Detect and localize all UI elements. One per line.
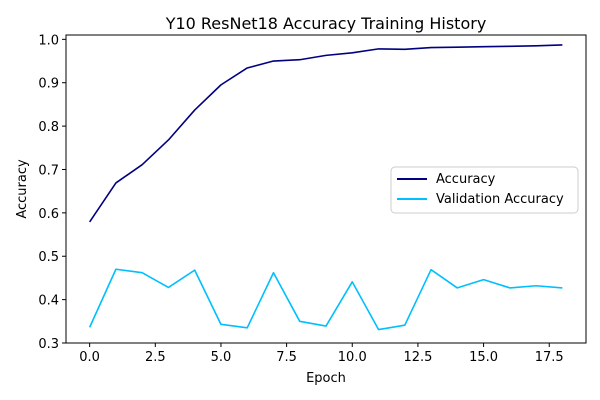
series-line-validation-accuracy [88, 268, 563, 331]
legend-label-accuracy: Accuracy [436, 172, 496, 187]
x-tick-label: 12.5 [403, 350, 432, 365]
legend: Accuracy Validation Accuracy [390, 166, 579, 214]
series-layer [88, 44, 563, 331]
x-tick-label: 15.0 [469, 350, 498, 365]
y-axis-ticks: 0.3 0.4 0.5 0.6 0.7 0.8 0.9 1.0 [38, 33, 66, 352]
plot-frame [65, 34, 587, 344]
x-axis-title: Epoch [306, 371, 346, 386]
y-axis-title: Accuracy [15, 159, 30, 219]
x-tick-label: 7.5 [276, 350, 297, 365]
legend-label-validation-accuracy: Validation Accuracy [436, 192, 564, 207]
y-tick-label: 0.7 [38, 163, 59, 178]
y-tick-label: 0.5 [38, 250, 59, 265]
y-tick-label: 0.8 [38, 120, 59, 135]
x-tick-label: 2.5 [145, 350, 166, 365]
legend-box [390, 166, 579, 214]
series-line-accuracy [88, 44, 563, 223]
x-tick-label: 10.0 [338, 350, 367, 365]
y-tick-label: 0.6 [38, 207, 59, 222]
x-tick-label: 5.0 [211, 350, 232, 365]
y-tick-label: 0.3 [38, 337, 59, 352]
x-tick-label: 17.5 [535, 350, 564, 365]
y-tick-label: 1.0 [38, 33, 59, 48]
y-tick-label: 0.4 [38, 294, 59, 309]
plot-area: 0.0 2.5 5.0 7.5 10.0 12.5 15.0 17.5 0.30.40.50.… [38, 33, 587, 365]
x-tick-label: 0.0 [79, 350, 100, 365]
y-tick-label: 0.9 [38, 77, 59, 92]
x-axis-ticks: 0.0 2.5 5.0 7.5 10.0 12.5 15.0 17.5 [79, 343, 564, 365]
chart-title: Y10 ResNet18 Accuracy Training History [165, 14, 487, 33]
